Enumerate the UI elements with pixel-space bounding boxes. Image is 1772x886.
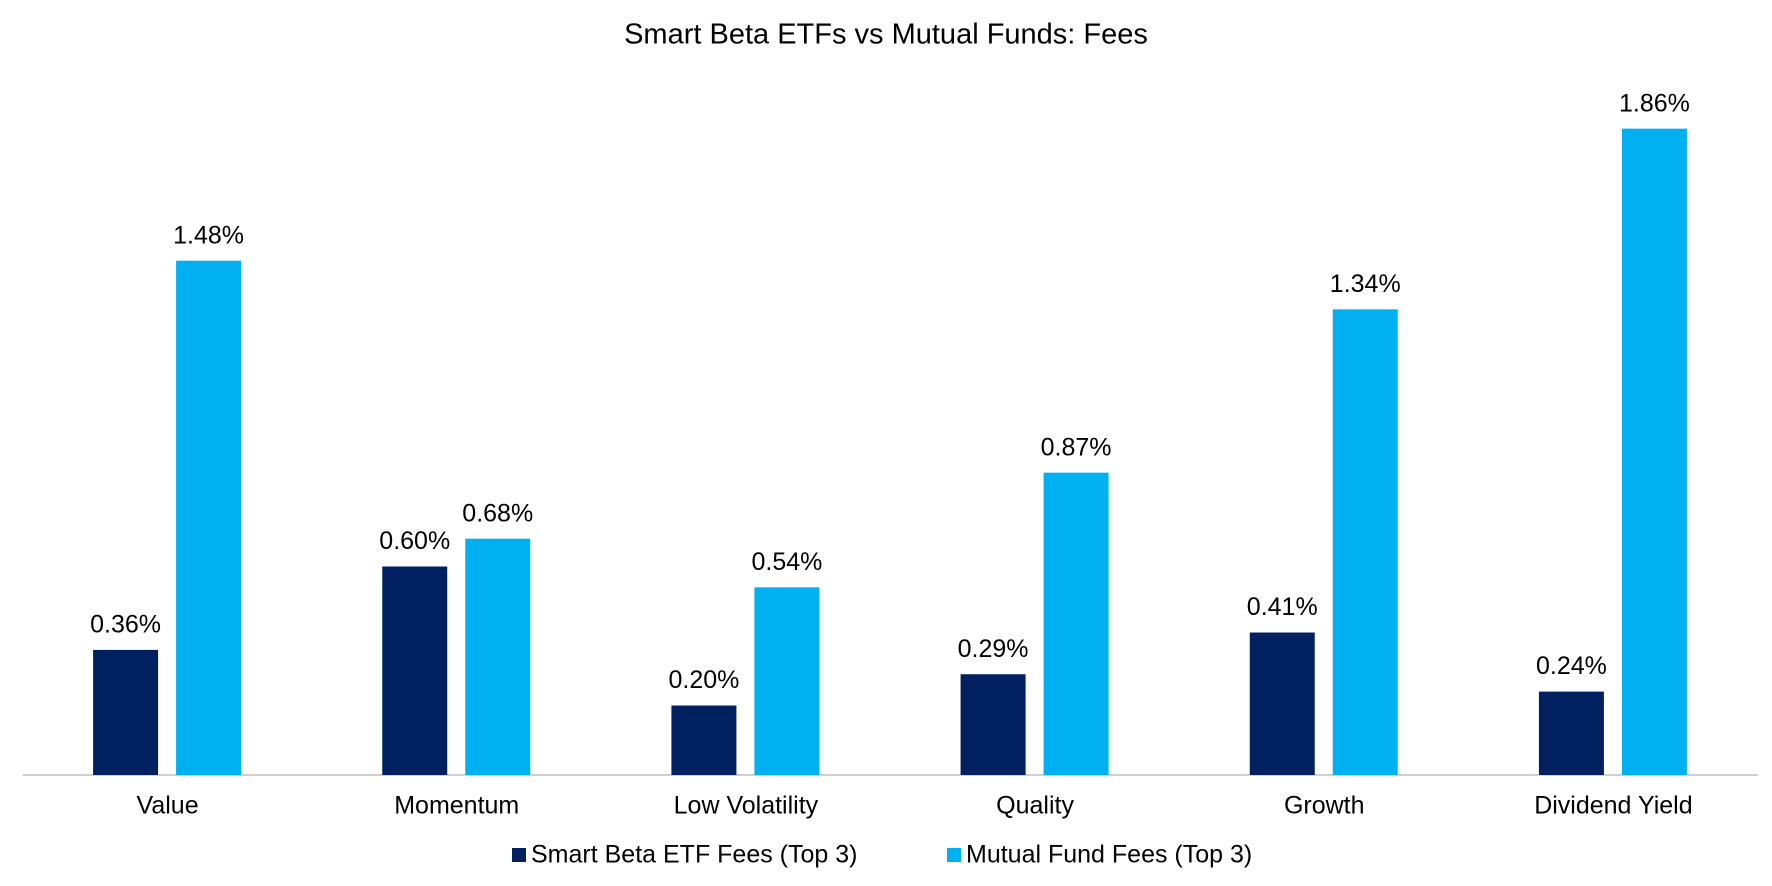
value-label: 0.54% [751,548,822,576]
x-tick-label: Dividend Yield [1534,792,1692,820]
legend-label: Mutual Fund Fees (Top 3) [966,841,1252,869]
value-label: 0.24% [1536,652,1607,680]
legend-swatch [512,848,526,862]
bar [93,649,159,775]
value-label: 0.68% [462,499,533,527]
bar [1621,128,1687,775]
bar [754,587,820,775]
bar [465,538,531,775]
value-label: 0.41% [1247,593,1318,621]
bar [960,674,1026,775]
value-label: 1.34% [1330,270,1401,298]
x-tick-label: Quality [996,792,1074,820]
chart-title: Smart Beta ETFs vs Mutual Funds: Fees [624,19,1148,51]
x-tick-label: Low Volatility [674,792,819,820]
value-label: 0.60% [379,527,450,555]
value-label: 0.20% [668,666,739,694]
bar [382,566,448,775]
value-label: 0.29% [958,635,1029,663]
value-label: 1.86% [1619,89,1690,117]
value-label: 0.87% [1041,433,1112,461]
legend-swatch [947,848,961,862]
x-tick-label: Value [137,792,199,820]
bar [1249,632,1315,775]
value-label: 1.48% [173,221,244,249]
bar [1538,691,1604,775]
value-label: 0.36% [90,611,161,639]
bar [176,260,242,775]
bar [671,705,737,775]
bar [1043,472,1109,775]
legend-label: Smart Beta ETF Fees (Top 3) [531,841,858,869]
bar [1332,309,1398,775]
x-tick-label: Momentum [394,792,519,820]
x-tick-label: Growth [1284,792,1365,820]
